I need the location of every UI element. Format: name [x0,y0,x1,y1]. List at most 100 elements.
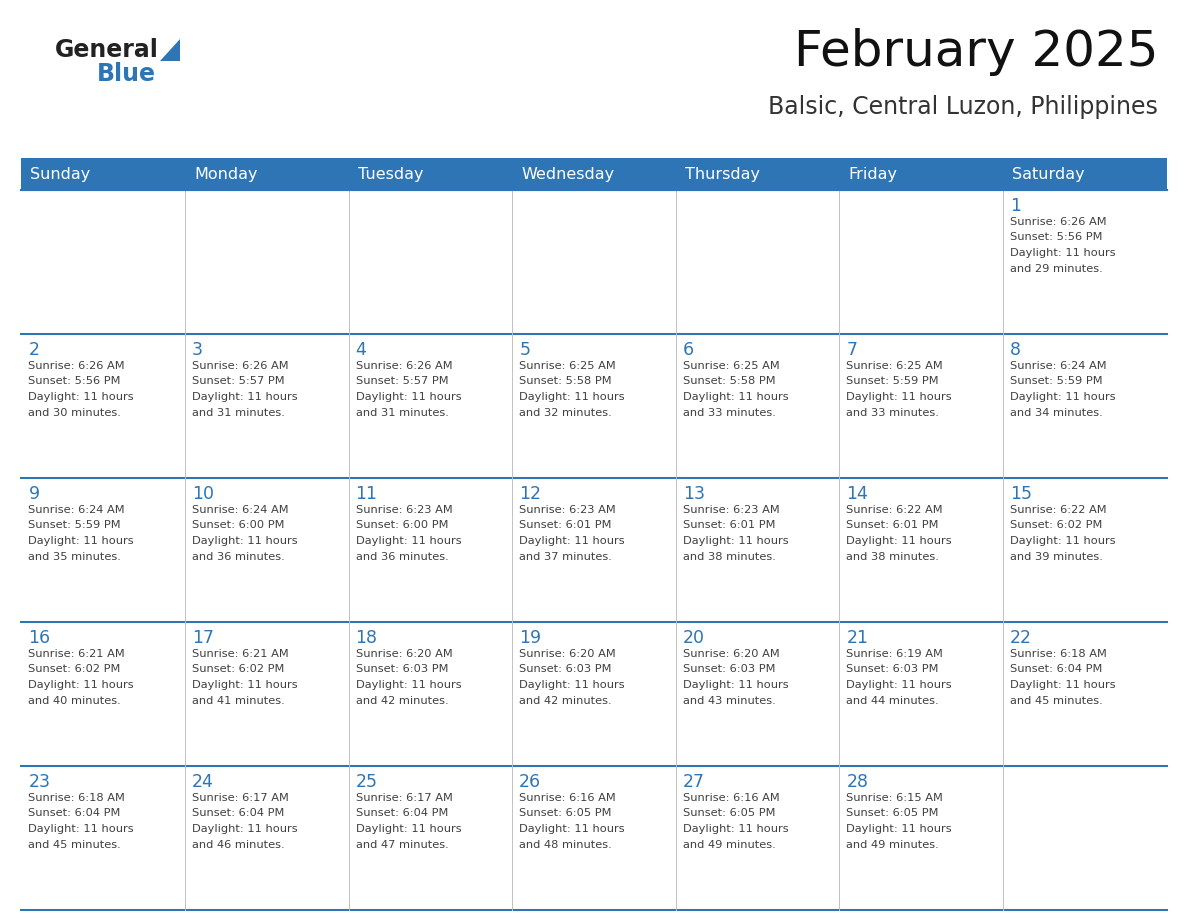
Text: 17: 17 [192,629,214,647]
Bar [348,766,512,910]
Text: Daylight: 11 hours: Daylight: 11 hours [355,824,461,834]
Text: Sunrise: 6:25 AM: Sunrise: 6:25 AM [519,361,615,371]
Bar [185,478,348,622]
Text: and 33 minutes.: and 33 minutes. [846,408,940,418]
Text: Sunrise: 6:22 AM: Sunrise: 6:22 AM [1010,505,1107,515]
Text: Sunrise: 6:24 AM: Sunrise: 6:24 AM [1010,361,1107,371]
Text: Daylight: 11 hours: Daylight: 11 hours [846,392,952,402]
Bar [512,190,676,334]
Bar [185,334,348,478]
Text: 15: 15 [1010,485,1032,503]
Text: Daylight: 11 hours: Daylight: 11 hours [29,536,134,546]
Text: and 37 minutes.: and 37 minutes. [519,552,612,562]
Text: Daylight: 11 hours: Daylight: 11 hours [29,824,134,834]
Bar [676,766,840,910]
Text: Sunrise: 6:19 AM: Sunrise: 6:19 AM [846,649,943,659]
Text: Sunset: 6:03 PM: Sunset: 6:03 PM [355,665,448,675]
Text: Daylight: 11 hours: Daylight: 11 hours [519,824,625,834]
Text: Sunset: 5:57 PM: Sunset: 5:57 PM [355,376,448,386]
Text: Sunset: 6:01 PM: Sunset: 6:01 PM [519,521,612,531]
Text: 16: 16 [29,629,51,647]
Text: and 41 minutes.: and 41 minutes. [192,696,285,706]
Text: Sunset: 6:05 PM: Sunset: 6:05 PM [683,809,776,819]
Bar [348,334,512,478]
Text: Daylight: 11 hours: Daylight: 11 hours [519,392,625,402]
Text: Daylight: 11 hours: Daylight: 11 hours [519,536,625,546]
Text: Sunrise: 6:26 AM: Sunrise: 6:26 AM [192,361,289,371]
Text: Sunset: 6:04 PM: Sunset: 6:04 PM [192,809,284,819]
Text: Sunset: 6:01 PM: Sunset: 6:01 PM [846,521,939,531]
Text: Daylight: 11 hours: Daylight: 11 hours [355,680,461,690]
Text: Sunrise: 6:23 AM: Sunrise: 6:23 AM [355,505,453,515]
Text: Sunrise: 6:15 AM: Sunrise: 6:15 AM [846,793,943,803]
Text: Daylight: 11 hours: Daylight: 11 hours [355,536,461,546]
Text: Blue: Blue [97,62,156,86]
Bar [840,766,1003,910]
Text: Daylight: 11 hours: Daylight: 11 hours [29,392,134,402]
Text: Sunrise: 6:17 AM: Sunrise: 6:17 AM [192,793,289,803]
Text: and 43 minutes.: and 43 minutes. [683,696,776,706]
Text: and 36 minutes.: and 36 minutes. [192,552,285,562]
Bar [840,334,1003,478]
Text: Sunrise: 6:25 AM: Sunrise: 6:25 AM [846,361,943,371]
Text: and 46 minutes.: and 46 minutes. [192,839,285,849]
Text: Sunrise: 6:23 AM: Sunrise: 6:23 AM [519,505,615,515]
Text: Sunset: 6:02 PM: Sunset: 6:02 PM [192,665,284,675]
Text: and 45 minutes.: and 45 minutes. [1010,696,1102,706]
Bar [1003,622,1167,766]
Text: 26: 26 [519,773,542,791]
Text: Daylight: 11 hours: Daylight: 11 hours [683,824,789,834]
Text: Daylight: 11 hours: Daylight: 11 hours [519,680,625,690]
Text: Daylight: 11 hours: Daylight: 11 hours [846,536,952,546]
Text: Sunrise: 6:26 AM: Sunrise: 6:26 AM [355,361,453,371]
Text: Daylight: 11 hours: Daylight: 11 hours [1010,680,1116,690]
Text: Thursday: Thursday [684,166,760,182]
Text: Sunrise: 6:25 AM: Sunrise: 6:25 AM [683,361,779,371]
Text: Daylight: 11 hours: Daylight: 11 hours [29,680,134,690]
Bar [21,622,185,766]
Text: Sunrise: 6:24 AM: Sunrise: 6:24 AM [29,505,125,515]
Text: Saturday: Saturday [1012,166,1085,182]
Text: Sunset: 5:59 PM: Sunset: 5:59 PM [29,521,121,531]
Bar [1003,190,1167,334]
Text: and 47 minutes.: and 47 minutes. [355,839,448,849]
Text: and 36 minutes.: and 36 minutes. [355,552,448,562]
Bar [1003,478,1167,622]
Text: Daylight: 11 hours: Daylight: 11 hours [1010,536,1116,546]
Bar [21,766,185,910]
Text: Monday: Monday [194,166,258,182]
Text: Daylight: 11 hours: Daylight: 11 hours [192,680,298,690]
Text: Sunset: 6:03 PM: Sunset: 6:03 PM [519,665,612,675]
Text: and 49 minutes.: and 49 minutes. [846,839,940,849]
Bar [840,190,1003,334]
Bar [840,478,1003,622]
Text: Daylight: 11 hours: Daylight: 11 hours [683,536,789,546]
Bar [21,190,185,334]
Text: 20: 20 [683,629,704,647]
Text: 10: 10 [192,485,214,503]
Bar [185,190,348,334]
Text: Sunset: 5:58 PM: Sunset: 5:58 PM [683,376,776,386]
Bar [21,334,185,478]
Text: Sunset: 6:02 PM: Sunset: 6:02 PM [1010,521,1102,531]
Text: Daylight: 11 hours: Daylight: 11 hours [683,680,789,690]
Bar [676,478,840,622]
Text: Tuesday: Tuesday [358,166,423,182]
Bar [21,478,185,622]
Text: Sunrise: 6:22 AM: Sunrise: 6:22 AM [846,505,943,515]
Text: Daylight: 11 hours: Daylight: 11 hours [846,680,952,690]
Text: Daylight: 11 hours: Daylight: 11 hours [355,392,461,402]
Text: Daylight: 11 hours: Daylight: 11 hours [192,824,298,834]
Bar [185,766,348,910]
Text: Sunrise: 6:16 AM: Sunrise: 6:16 AM [519,793,615,803]
Text: Daylight: 11 hours: Daylight: 11 hours [1010,392,1116,402]
Bar [512,478,676,622]
Text: Sunrise: 6:20 AM: Sunrise: 6:20 AM [519,649,615,659]
Text: Sunset: 5:56 PM: Sunset: 5:56 PM [29,376,121,386]
Bar [348,622,512,766]
Text: 2: 2 [29,341,39,359]
Text: 7: 7 [846,341,858,359]
Text: Sunset: 6:05 PM: Sunset: 6:05 PM [519,809,612,819]
Bar [1003,334,1167,478]
Text: Sunrise: 6:23 AM: Sunrise: 6:23 AM [683,505,779,515]
